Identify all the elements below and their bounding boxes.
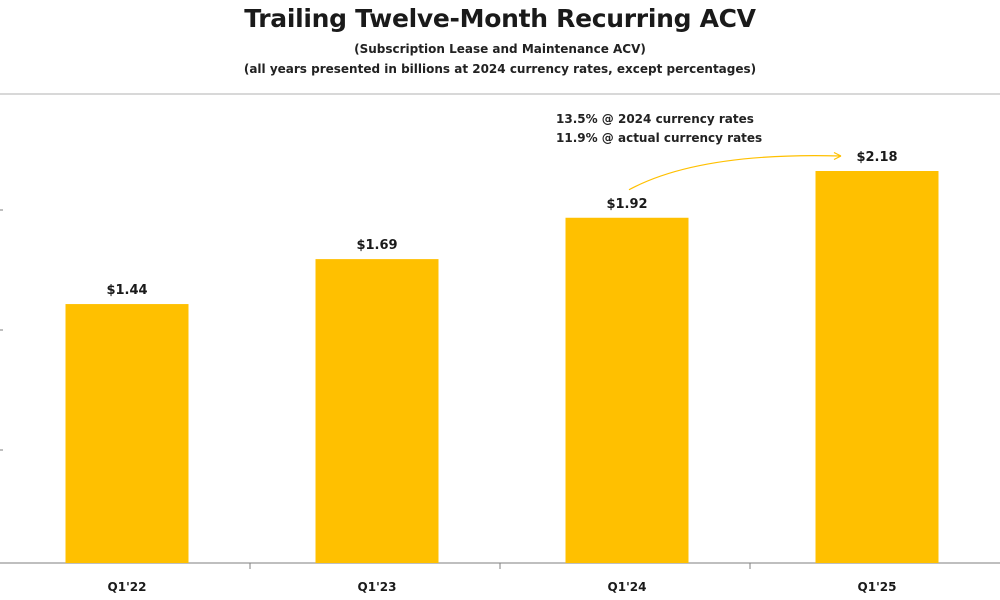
data-label: $2.18 (856, 150, 897, 165)
x-tick-label: Q1'22 (108, 580, 147, 594)
data-label: $1.69 (356, 238, 397, 253)
x-tick-label: Q1'23 (358, 580, 397, 594)
growth-arrow (628, 155, 842, 191)
bar (315, 259, 439, 563)
data-label: $1.92 (606, 197, 647, 212)
bar (565, 217, 689, 563)
chart-subtitle: (Subscription Lease and Maintenance ACV) (354, 42, 646, 56)
growth-arrow-head (833, 151, 842, 161)
data-label: $1.44 (106, 283, 147, 298)
bar (815, 171, 939, 563)
x-tick-label: Q1'24 (608, 580, 647, 594)
growth-note-actual-rates: 11.9% @ actual currency rates (556, 131, 763, 145)
growth-note-2024-rates: 13.5% @ 2024 currency rates (556, 112, 754, 126)
bar (65, 304, 189, 563)
chart-subtitle-units: (all years presented in billions at 2024… (243, 62, 757, 76)
x-tick-label: Q1'25 (858, 580, 897, 594)
chart-title: Trailing Twelve-Month Recurring ACV (244, 4, 756, 33)
